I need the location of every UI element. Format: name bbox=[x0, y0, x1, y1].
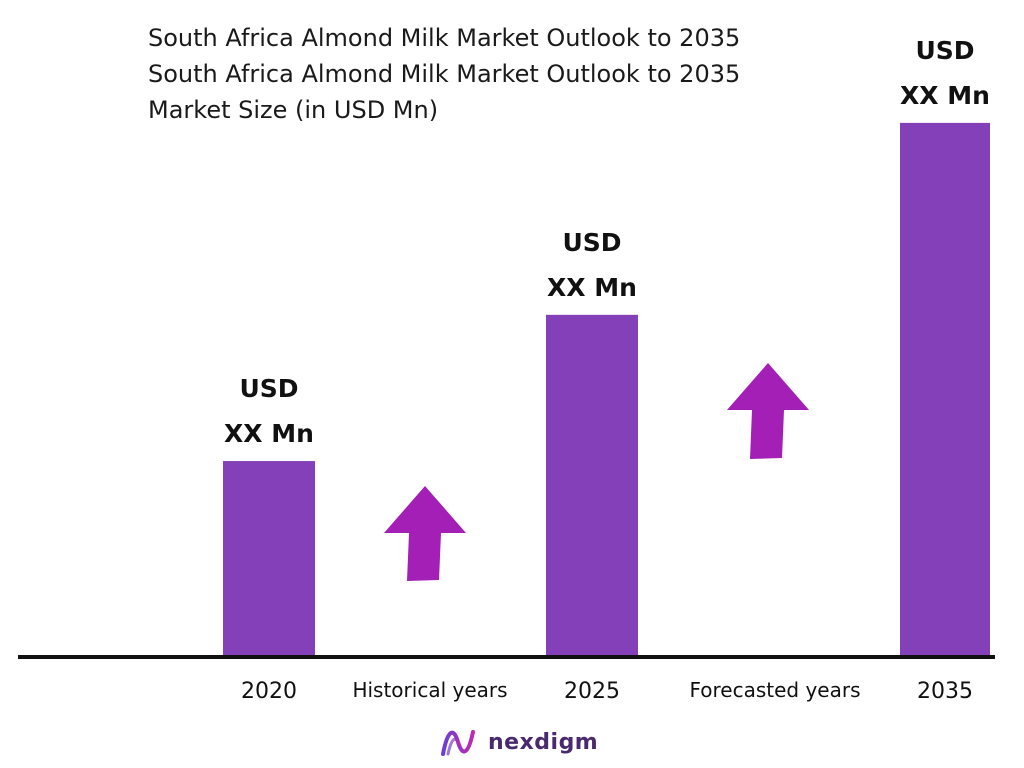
chart-title-repeat: South Africa Almond Milk Market Outlook … bbox=[148, 60, 741, 88]
x-tick-label: 2035 bbox=[917, 679, 973, 704]
chart-title-block: South Africa Almond Milk Market Outlook … bbox=[148, 20, 740, 128]
data-label-usd: USD bbox=[915, 36, 974, 65]
period-label: Historical years bbox=[352, 678, 507, 702]
x-tick-label: 2025 bbox=[564, 679, 620, 704]
nexdigm-wave-icon bbox=[441, 730, 475, 756]
bar-2025 bbox=[546, 314, 638, 657]
data-label-usd: USD bbox=[562, 228, 621, 257]
growth-arrow-icon bbox=[727, 363, 809, 459]
data-label-value: XX Mn bbox=[900, 81, 990, 110]
growth-arrow-icon bbox=[384, 486, 466, 581]
chart-title: South Africa Almond Milk Market Outlook … bbox=[148, 24, 741, 52]
data-label-value: XX Mn bbox=[547, 273, 637, 302]
logo-wordmark: nexdigm bbox=[488, 729, 599, 755]
bar-2020 bbox=[223, 461, 315, 657]
data-label-usd: USD bbox=[239, 374, 298, 403]
brand-logo: nexdigm bbox=[440, 726, 598, 758]
data-label-value: XX Mn bbox=[224, 419, 314, 448]
period-label: Forecasted years bbox=[689, 678, 860, 702]
chart-subtitle: Market Size (in USD Mn) bbox=[148, 96, 439, 124]
x-tick-label: 2020 bbox=[241, 679, 297, 704]
bar-2035 bbox=[900, 122, 990, 658]
